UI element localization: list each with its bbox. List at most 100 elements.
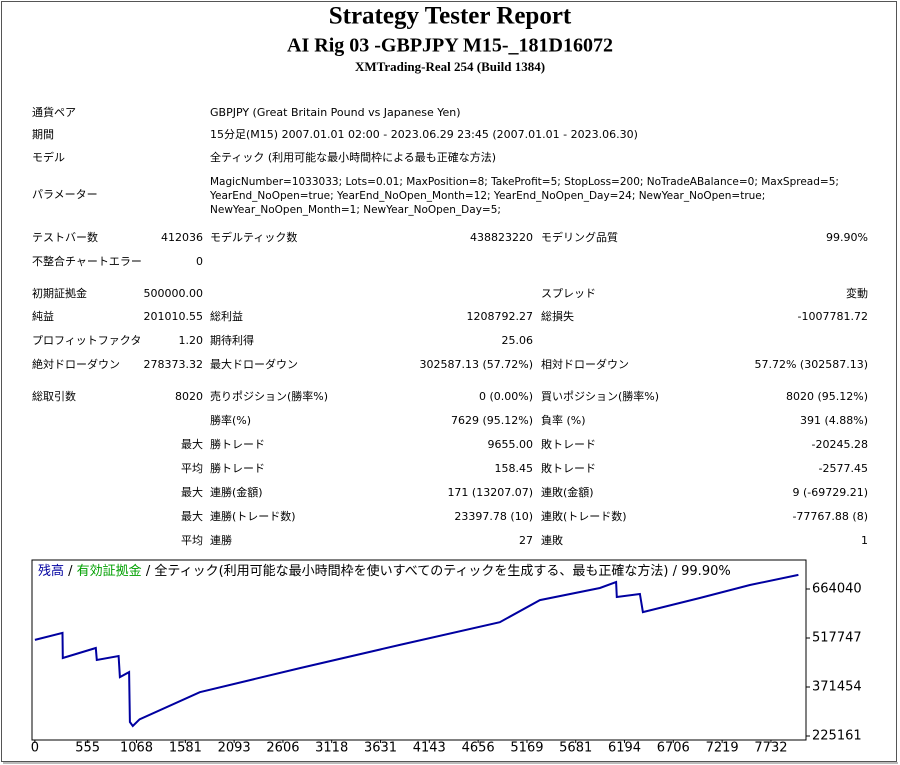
stat-value: 0	[196, 255, 203, 268]
stat-label: 連敗	[541, 533, 563, 547]
stats-table: 通貨ペア GBPJPY (Great Britain Pound vs Japan…	[32, 105, 868, 547]
info-label: 通貨ペア	[32, 105, 76, 119]
legend-equity: 有効証拠金	[77, 563, 142, 579]
x-tick-label: 7219	[706, 741, 739, 756]
subtitle: AI Rig 03 -GBPJPY M15-_181D16072	[287, 35, 613, 57]
x-tick-label: 5169	[510, 741, 543, 756]
stat-value: -20245.28	[812, 438, 868, 451]
stat-label: 連敗(金額)	[541, 485, 594, 499]
x-tick-label: 555	[75, 741, 100, 756]
chart: 225161 371454 517747 664040 0 555 1068 1581 2093…	[31, 563, 862, 756]
info-value: 全ティック (利用可能な最小時間枠による最も正確な方法)	[210, 150, 496, 164]
stat-value: 7629 (95.12%)	[451, 414, 533, 427]
stat-value: 201010.55	[144, 310, 204, 323]
stat-label: 絶対ドローダウン	[32, 357, 120, 371]
stat-value: 278373.32	[144, 358, 204, 371]
stat-value: -1007781.72	[798, 310, 868, 323]
stat-value: 1208792.27	[467, 310, 533, 323]
stat-label: 敗トレード	[541, 461, 596, 475]
x-tick-label: 7732	[754, 741, 787, 756]
stat-value: 99.90%	[826, 231, 868, 244]
stat-label: 連勝(トレード数)	[210, 509, 296, 523]
x-tick-label: 6706	[657, 741, 690, 756]
stat-value: 23397.78 (10)	[454, 510, 533, 523]
balance-line	[34, 573, 799, 728]
param-line: YearEnd_NoOpen=true; YearEnd_NoOpen_Mont…	[209, 190, 765, 202]
stat-value: 1	[861, 534, 868, 547]
stat-value: 500000.00	[144, 287, 204, 300]
stat-value: 最大	[181, 437, 203, 451]
stat-label: 総利益	[210, 309, 243, 323]
stat-label: 連勝(金額)	[210, 485, 263, 499]
title: Strategy Tester Report	[329, 3, 572, 30]
info-value: GBPJPY (Great Britain Pound vs Japanese …	[210, 106, 461, 119]
stat-value: 変動	[846, 286, 868, 300]
x-tick-label: 4656	[462, 741, 495, 756]
stat-label: 総損失	[541, 309, 574, 323]
stat-value: 平均	[181, 462, 203, 475]
stat-label: 相対ドローダウン	[541, 357, 629, 371]
stat-value: 最大	[181, 509, 203, 523]
stat-value: 平均	[181, 534, 203, 547]
stat-label: 初期証拠金	[32, 286, 87, 300]
x-tick-label: 1068	[120, 741, 153, 756]
frame-shadow	[3, 762, 898, 764]
stat-label: プロフィットファクタ	[32, 334, 141, 347]
stat-value: -77767.88 (8)	[792, 510, 868, 523]
stat-value: 27	[519, 534, 533, 547]
stat-value: 8020 (95.12%)	[786, 390, 868, 403]
stat-label: 敗トレード	[541, 437, 596, 451]
stat-label: 期待利得	[210, 333, 254, 347]
x-tick-label: 3631	[364, 741, 397, 756]
info-label: 期間	[32, 128, 54, 141]
param-line: MagicNumber=1033033; Lots=0.01; MaxPosit…	[210, 176, 839, 188]
x-tick-label: 0	[31, 741, 39, 756]
y-tick-label: 225161	[812, 728, 862, 743]
stat-value: 438823220	[470, 231, 533, 244]
legend: 残高 / 有効証拠金 / 全ティック(利用可能な最小時間枠を使いすべてのティック…	[38, 563, 731, 579]
stat-value: 158.45	[495, 462, 534, 475]
stat-label: 買いポジション(勝率%)	[541, 389, 659, 403]
info-value: 15分足(M15) 2007.01.01 02:00 - 2023.06.29 …	[210, 128, 638, 141]
stat-label: 不整合チャートエラー	[32, 254, 142, 268]
param-label: パラメーター	[32, 188, 98, 201]
stat-value: 57.72% (302587.13)	[754, 358, 868, 371]
stat-value: -2577.45	[819, 462, 868, 475]
param-line: NewYear_NoOpen_Month=1; NewYear_NoOpen_D…	[210, 204, 501, 216]
x-tick-label: 1581	[169, 741, 202, 756]
stat-value: 25.06	[502, 334, 534, 347]
y-tick-label: 664040	[812, 581, 862, 596]
x-tick-label: 2093	[218, 741, 251, 756]
stat-label: 勝トレード	[210, 461, 265, 475]
y-tick-label: 517747	[812, 630, 862, 645]
legend-balance: 残高	[38, 563, 64, 579]
plot-frame	[31, 559, 807, 741]
stat-value: 9 (-69729.21)	[792, 486, 868, 499]
stat-value: 8020	[175, 390, 203, 403]
stat-label: 純益	[32, 309, 54, 323]
stat-value: 171 (13207.07)	[447, 486, 533, 499]
stat-value: 1.20	[179, 334, 204, 347]
stat-value: 412036	[161, 231, 203, 244]
stat-value: 9655.00	[488, 438, 534, 451]
x-tick-label: 6194	[608, 741, 641, 756]
x-tick-label: 2606	[266, 741, 299, 756]
stat-label: 総取引数	[32, 389, 76, 403]
legend-note: 全ティック(利用可能な最小時間枠を使いすべてのティックを生成する、最も正確な方法…	[154, 563, 730, 579]
stat-value: 391 (4.88%)	[800, 414, 868, 427]
x-tick-label: 4143	[413, 741, 446, 756]
stat-label: 最大ドローダウン	[210, 357, 298, 371]
x-tick-label: 5681	[559, 741, 592, 756]
stat-label: 勝率(%)	[210, 413, 251, 427]
legend-separator: /	[64, 564, 77, 579]
stat-label: 連勝	[210, 533, 232, 547]
stat-label: モデリング品質	[541, 230, 618, 244]
stat-label: 連敗(トレード数)	[541, 509, 627, 523]
y-tick-label: 371454	[812, 679, 862, 694]
stat-label: 売りポジション(勝率%)	[210, 389, 328, 403]
stat-label: テストバー数	[32, 231, 98, 244]
stat-value: 0 (0.00%)	[479, 390, 533, 403]
x-tick-label: 3118	[315, 741, 348, 756]
stat-value: 最大	[181, 485, 203, 499]
